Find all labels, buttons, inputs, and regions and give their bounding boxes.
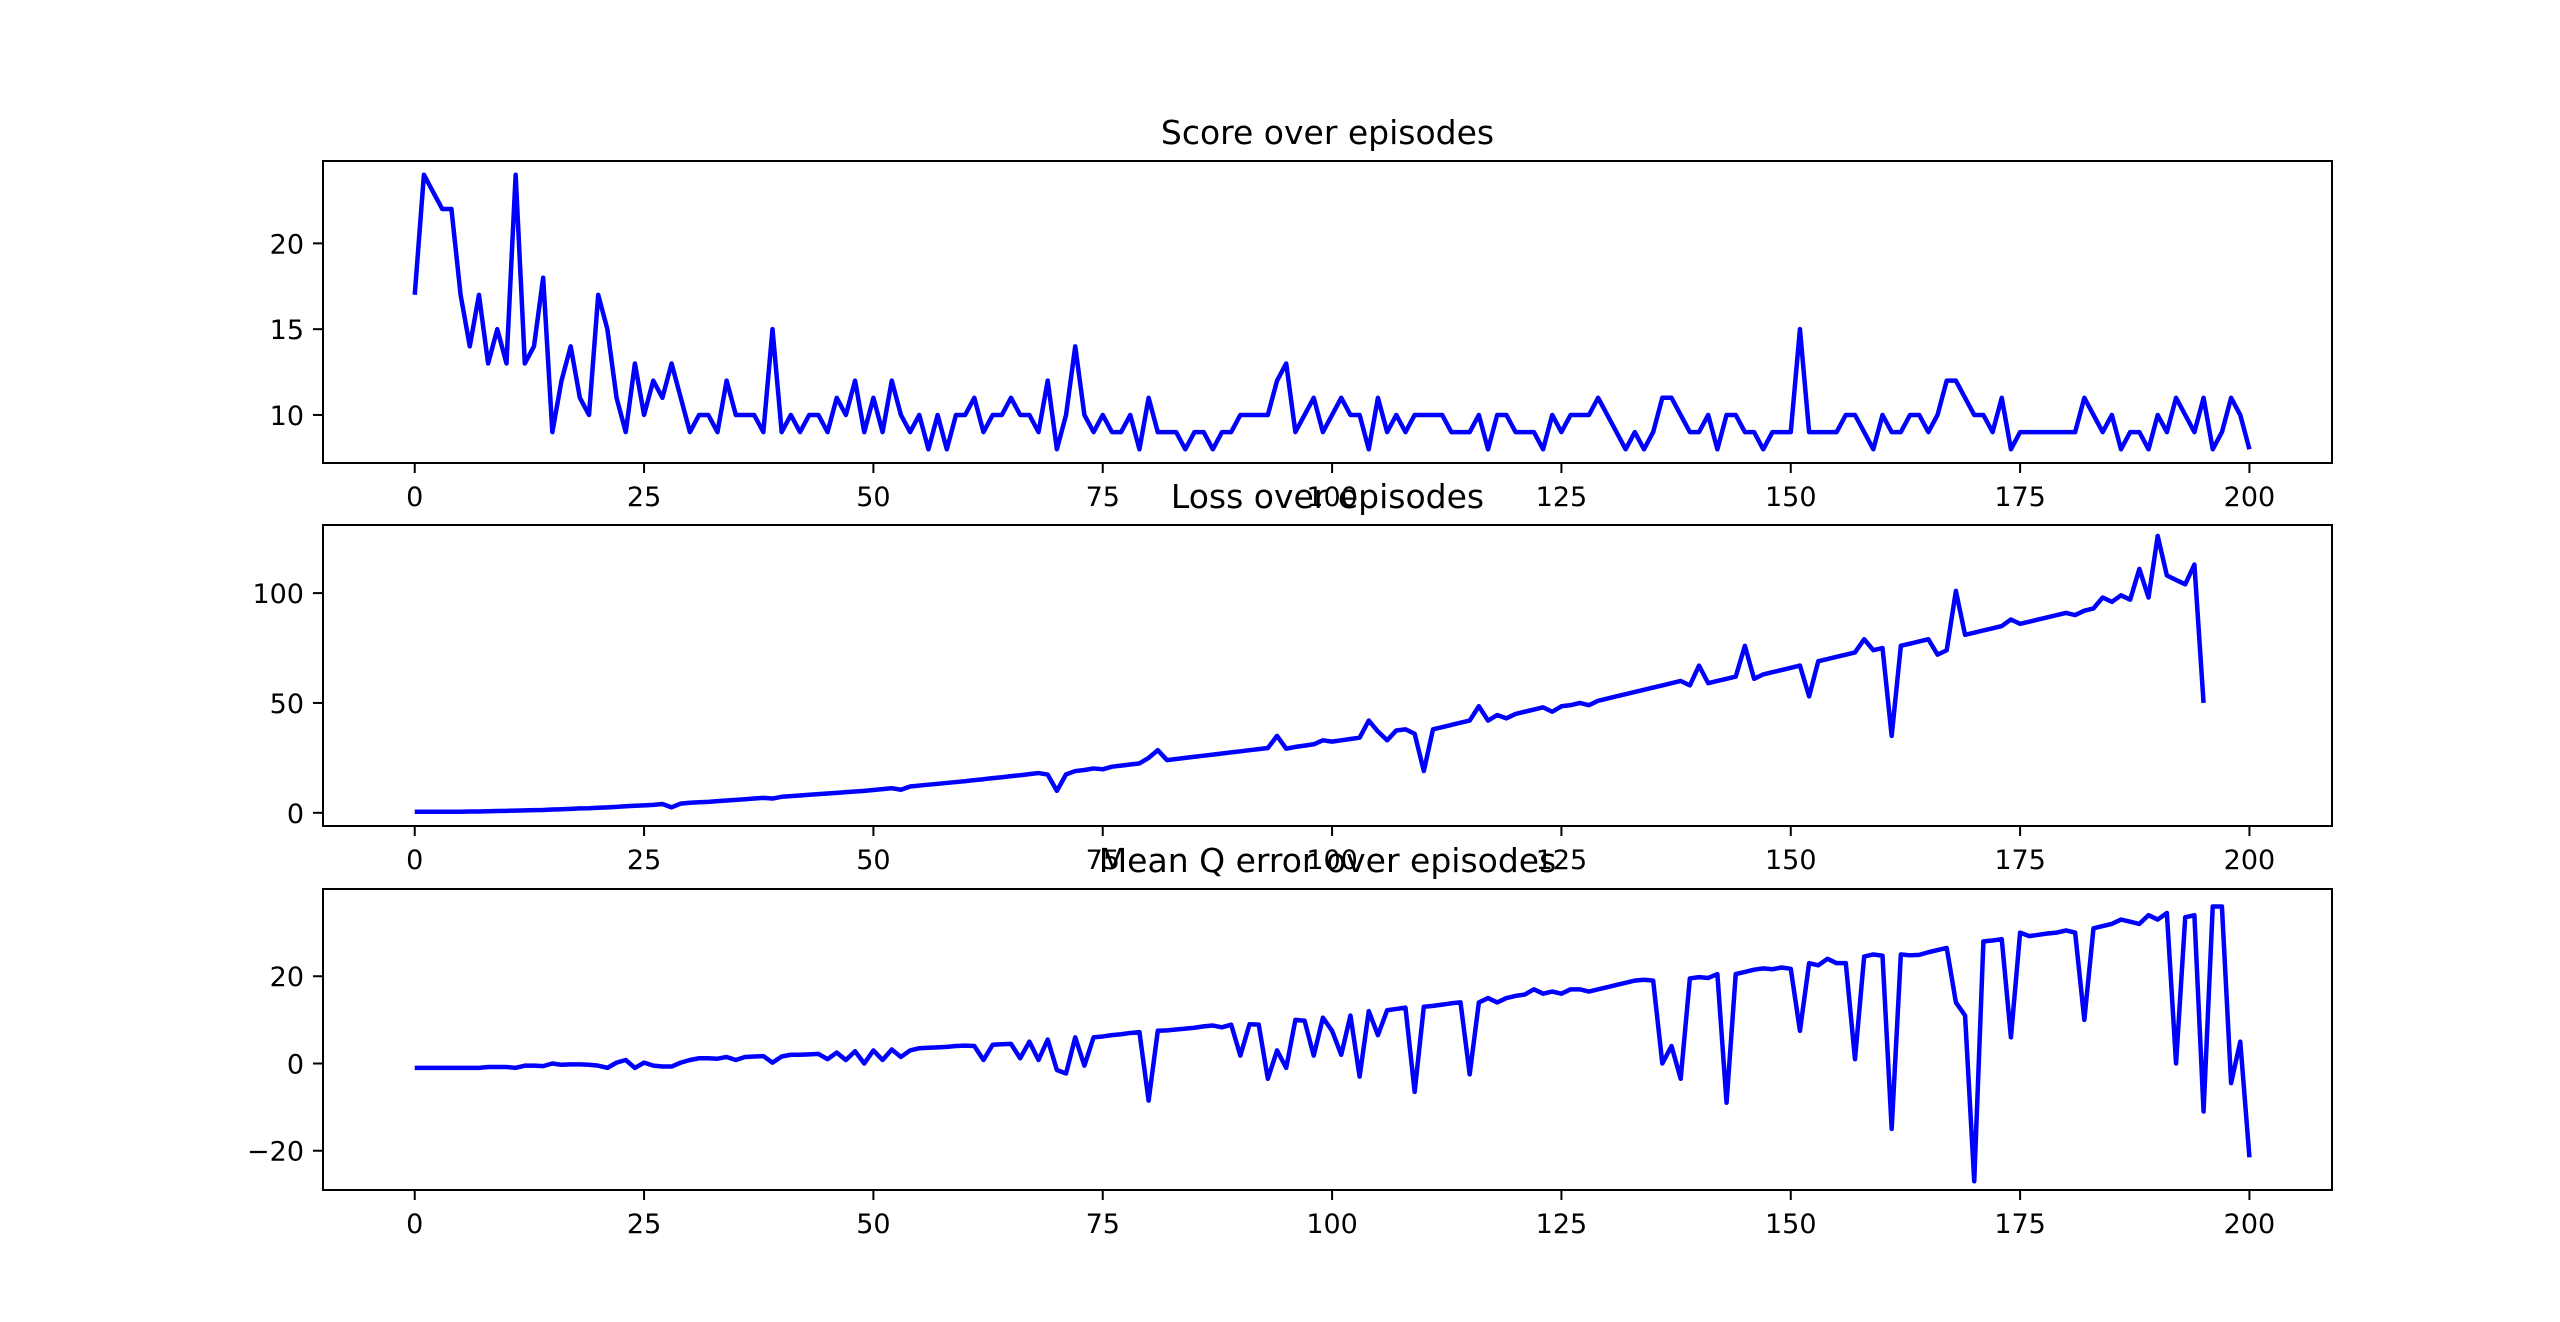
score-x-tick-label: 50 (856, 482, 890, 513)
q-error-x-tick-label: 25 (627, 1209, 661, 1240)
loss-chart-title: Loss over episodes (1171, 477, 1484, 516)
q-error-y-tick-label: 20 (270, 962, 304, 993)
loss-x-tick-label: 75 (1086, 845, 1120, 876)
q-error-y-tick-label: −20 (247, 1137, 304, 1168)
loss-x-tick-label: 150 (1765, 845, 1817, 876)
score-x-tick-label: 100 (1306, 482, 1358, 513)
q-error-x-tick-label: 125 (1536, 1209, 1588, 1240)
q-error-axes-frame (322, 888, 2333, 1191)
loss-x-tick-label: 25 (627, 845, 661, 876)
loss-x-tick-label: 50 (856, 845, 890, 876)
score-axes-frame (322, 160, 2333, 464)
q-error-chart-title: Mean Q error over episodes (1099, 841, 1557, 880)
q-error-y-tick-label: 0 (287, 1049, 304, 1080)
q-error-x-tick-label: 75 (1086, 1209, 1120, 1240)
q-error-x-tick-label: 200 (2224, 1209, 2276, 1240)
score-x-tick-label: 150 (1765, 482, 1817, 513)
score-x-tick-label: 25 (627, 482, 661, 513)
q-error-x-tick-label: 0 (406, 1209, 423, 1240)
loss-x-tick-label: 125 (1536, 845, 1588, 876)
score-series-line (412, 172, 2252, 452)
q-error-x-tick-label: 150 (1765, 1209, 1817, 1240)
score-y-tick-label: 15 (270, 315, 304, 346)
score-chart: 0 25 50 75 100 125 150 175 200 10 15 20 Score over e… (270, 113, 2333, 513)
loss-series-line (414, 533, 2206, 814)
loss-y-tick-label: 50 (270, 689, 304, 720)
q-error-chart: 0 25 50 75 100 125 150 175 200 −20 0 20 Mean Q error… (247, 841, 2333, 1240)
q-error-x-tick-label: 50 (856, 1209, 890, 1240)
q-error-x-tick-label: 100 (1306, 1209, 1358, 1240)
score-x-tick-label: 200 (2224, 482, 2276, 513)
loss-y-tick-label: 100 (252, 579, 304, 610)
loss-axes-frame (322, 524, 2333, 827)
loss-x-tick-label: 100 (1306, 845, 1358, 876)
loss-y-tick-label: 0 (287, 799, 304, 830)
score-y-tick-label: 20 (270, 229, 304, 260)
score-y-tick-label: 10 (270, 401, 304, 432)
q-error-series-line (414, 904, 2252, 1184)
loss-x-tick-label: 175 (1994, 845, 2046, 876)
score-x-tick-label: 75 (1086, 482, 1120, 513)
score-x-tick-label: 125 (1536, 482, 1588, 513)
loss-x-tick-label: 200 (2224, 845, 2276, 876)
score-x-tick-label: 0 (406, 482, 423, 513)
score-x-tick-label: 175 (1994, 482, 2046, 513)
q-error-x-tick-label: 175 (1994, 1209, 2046, 1240)
loss-x-tick-label: 0 (406, 845, 423, 876)
score-chart-title: Score over episodes (1161, 113, 1494, 152)
